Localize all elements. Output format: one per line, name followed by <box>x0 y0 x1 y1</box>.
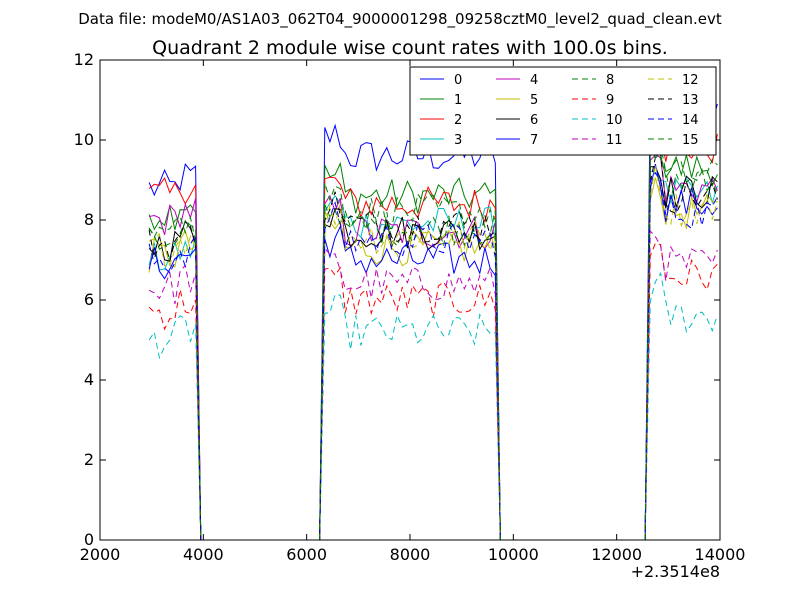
legend-label-10: 10 <box>606 113 623 128</box>
legend-label-5: 5 <box>530 93 538 108</box>
series-line-8 <box>148 140 718 540</box>
series-line-6 <box>148 166 718 540</box>
x-tick-label-6: 14000 <box>695 545 746 564</box>
series-line-11 <box>148 229 718 540</box>
legend-box <box>409 66 717 156</box>
legend-label-13: 13 <box>682 93 699 108</box>
series-line-7 <box>148 163 718 540</box>
legend-label-0: 0 <box>454 73 462 88</box>
y-tick-label-6: 12 <box>74 50 94 69</box>
y-tick-label-5: 10 <box>74 130 94 149</box>
x-tick-label-0: 2000 <box>80 545 121 564</box>
y-tick-label-1: 2 <box>84 450 94 469</box>
data-file-suptitle: Data file: modeM0/AS1A03_062T04_90000012… <box>78 10 722 29</box>
x-tick-label-1: 4000 <box>183 545 224 564</box>
series-line-4 <box>149 154 718 540</box>
series-line-12 <box>148 164 718 540</box>
legend-label-3: 3 <box>454 133 462 148</box>
series-line-14 <box>148 172 718 540</box>
series-line-0 <box>148 78 718 540</box>
legend-label-7: 7 <box>530 133 538 148</box>
series-line-5 <box>148 177 718 540</box>
x-tick-label-4: 10000 <box>488 545 539 564</box>
y-tick-label-0: 0 <box>84 530 94 549</box>
x-tick-label-5: 12000 <box>591 545 642 564</box>
series-layer <box>148 78 718 540</box>
y-tick-label-2: 4 <box>84 370 94 389</box>
chart-title: Quadrant 2 module wise count rates with … <box>152 37 668 59</box>
series-line-2 <box>148 130 718 540</box>
legend-label-9: 9 <box>606 93 614 108</box>
legend-label-14: 14 <box>682 113 699 128</box>
series-line-10 <box>148 271 718 540</box>
series-line-15 <box>148 131 718 540</box>
x-axis: 2000 4000 6000 8000 10000 12000 14000 <box>80 60 746 564</box>
legend-label-15: 15 <box>682 133 699 148</box>
series-line-9 <box>148 242 718 540</box>
series-line-13 <box>148 152 718 540</box>
legend-label-6: 6 <box>530 113 538 128</box>
legend-label-8: 8 <box>606 73 614 88</box>
x-tick-label-3: 8000 <box>390 545 431 564</box>
legend-label-1: 1 <box>454 93 462 108</box>
legend-label-4: 4 <box>530 73 538 88</box>
legend-label-2: 2 <box>454 113 462 128</box>
series-line-3 <box>148 170 718 540</box>
series-line-1 <box>148 124 718 540</box>
x-tick-label-2: 6000 <box>286 545 327 564</box>
legend-label-12: 12 <box>682 73 699 88</box>
x-axis-offset-label: +2.3514e8 <box>631 562 720 581</box>
legend-label-11: 11 <box>606 133 623 148</box>
y-tick-label-4: 8 <box>84 210 94 229</box>
y-tick-label-3: 6 <box>84 290 94 309</box>
